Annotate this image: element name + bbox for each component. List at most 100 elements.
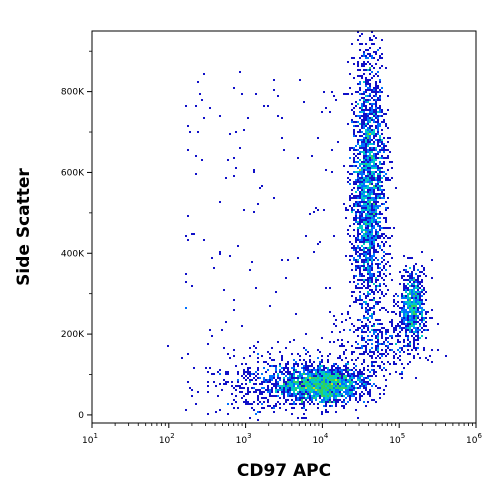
event-dot (349, 149, 351, 151)
event-dot (381, 139, 383, 141)
event-dot (367, 163, 369, 165)
event-dot (329, 311, 331, 313)
event-dot (275, 383, 277, 385)
event-dot (365, 241, 367, 243)
event-dot (307, 397, 309, 399)
event-dot (367, 353, 369, 355)
event-dot (367, 53, 369, 55)
event-dot (393, 305, 395, 307)
event-dot (353, 125, 355, 127)
event-dot (369, 143, 371, 145)
event-dot (417, 289, 419, 291)
event-dot (365, 257, 367, 259)
event-dot (381, 167, 383, 169)
event-dot (303, 385, 305, 387)
event-dot (415, 323, 417, 325)
event-dot (303, 401, 305, 403)
event-dot (371, 361, 373, 363)
event-dot (319, 367, 321, 369)
event-dot (299, 359, 301, 361)
event-dot (333, 389, 335, 391)
event-dot (367, 383, 369, 385)
event-dot (361, 321, 363, 323)
event-dot (329, 401, 331, 403)
event-dot (375, 371, 377, 373)
event-dot (413, 341, 415, 343)
event-dot (401, 329, 403, 331)
event-dot (331, 375, 333, 377)
event-dot (333, 377, 335, 379)
event-dot (293, 365, 295, 367)
event-dot (305, 381, 307, 383)
event-dot (401, 309, 403, 311)
event-dot (377, 167, 379, 169)
event-dot (301, 377, 303, 379)
event-dot (249, 381, 251, 383)
event-dot (393, 227, 395, 229)
event-dot (275, 385, 277, 387)
event-dot (247, 117, 249, 119)
event-dot (349, 387, 351, 389)
event-dot (207, 385, 209, 387)
event-dot (285, 391, 287, 393)
event-dot (379, 115, 381, 117)
event-dot (413, 325, 415, 327)
event-dot (303, 379, 305, 381)
event-dot (377, 97, 379, 99)
event-dot (411, 277, 413, 279)
event-dot (359, 397, 361, 399)
event-dot (365, 141, 367, 143)
event-dot (367, 295, 369, 297)
event-dot (291, 353, 293, 355)
event-dot (357, 211, 359, 213)
event-dot (369, 339, 371, 341)
event-dot (347, 233, 349, 235)
event-dot (405, 285, 407, 287)
event-dot (367, 269, 369, 271)
event-dot (253, 377, 255, 379)
event-dot (373, 201, 375, 203)
event-dot (363, 263, 365, 265)
event-dot (353, 197, 355, 199)
event-dot (315, 397, 317, 399)
event-dot (353, 159, 355, 161)
event-dot (363, 353, 365, 355)
event-dot (357, 125, 359, 127)
event-dot (365, 269, 367, 271)
event-dot (323, 367, 325, 369)
event-dot (289, 375, 291, 377)
event-dot (397, 305, 399, 307)
event-dot (365, 387, 367, 389)
event-dot (409, 319, 411, 321)
event-dot (387, 137, 389, 139)
event-dot (397, 301, 399, 303)
event-dot (363, 81, 365, 83)
event-dot (367, 225, 369, 227)
event-dot (323, 209, 325, 211)
event-dot (413, 281, 415, 283)
event-dot (337, 369, 339, 371)
event-dot (411, 289, 413, 291)
event-dot (323, 405, 325, 407)
event-dot (347, 171, 349, 173)
event-dot (345, 367, 347, 369)
event-dot (381, 121, 383, 123)
event-dot (367, 185, 369, 187)
event-dot (195, 403, 197, 405)
event-dot (359, 247, 361, 249)
event-dot (345, 255, 347, 257)
event-dot (373, 103, 375, 105)
event-dot (361, 65, 363, 67)
event-dot (363, 51, 365, 53)
event-dot (231, 393, 233, 395)
event-dot (363, 111, 365, 113)
event-dot (391, 349, 393, 351)
event-dot (261, 383, 263, 385)
event-dot (333, 383, 335, 385)
event-dot (185, 409, 187, 411)
event-dot (349, 375, 351, 377)
event-dot (381, 323, 383, 325)
event-dot (291, 367, 293, 369)
event-dot (331, 373, 333, 375)
event-dot (291, 383, 293, 385)
